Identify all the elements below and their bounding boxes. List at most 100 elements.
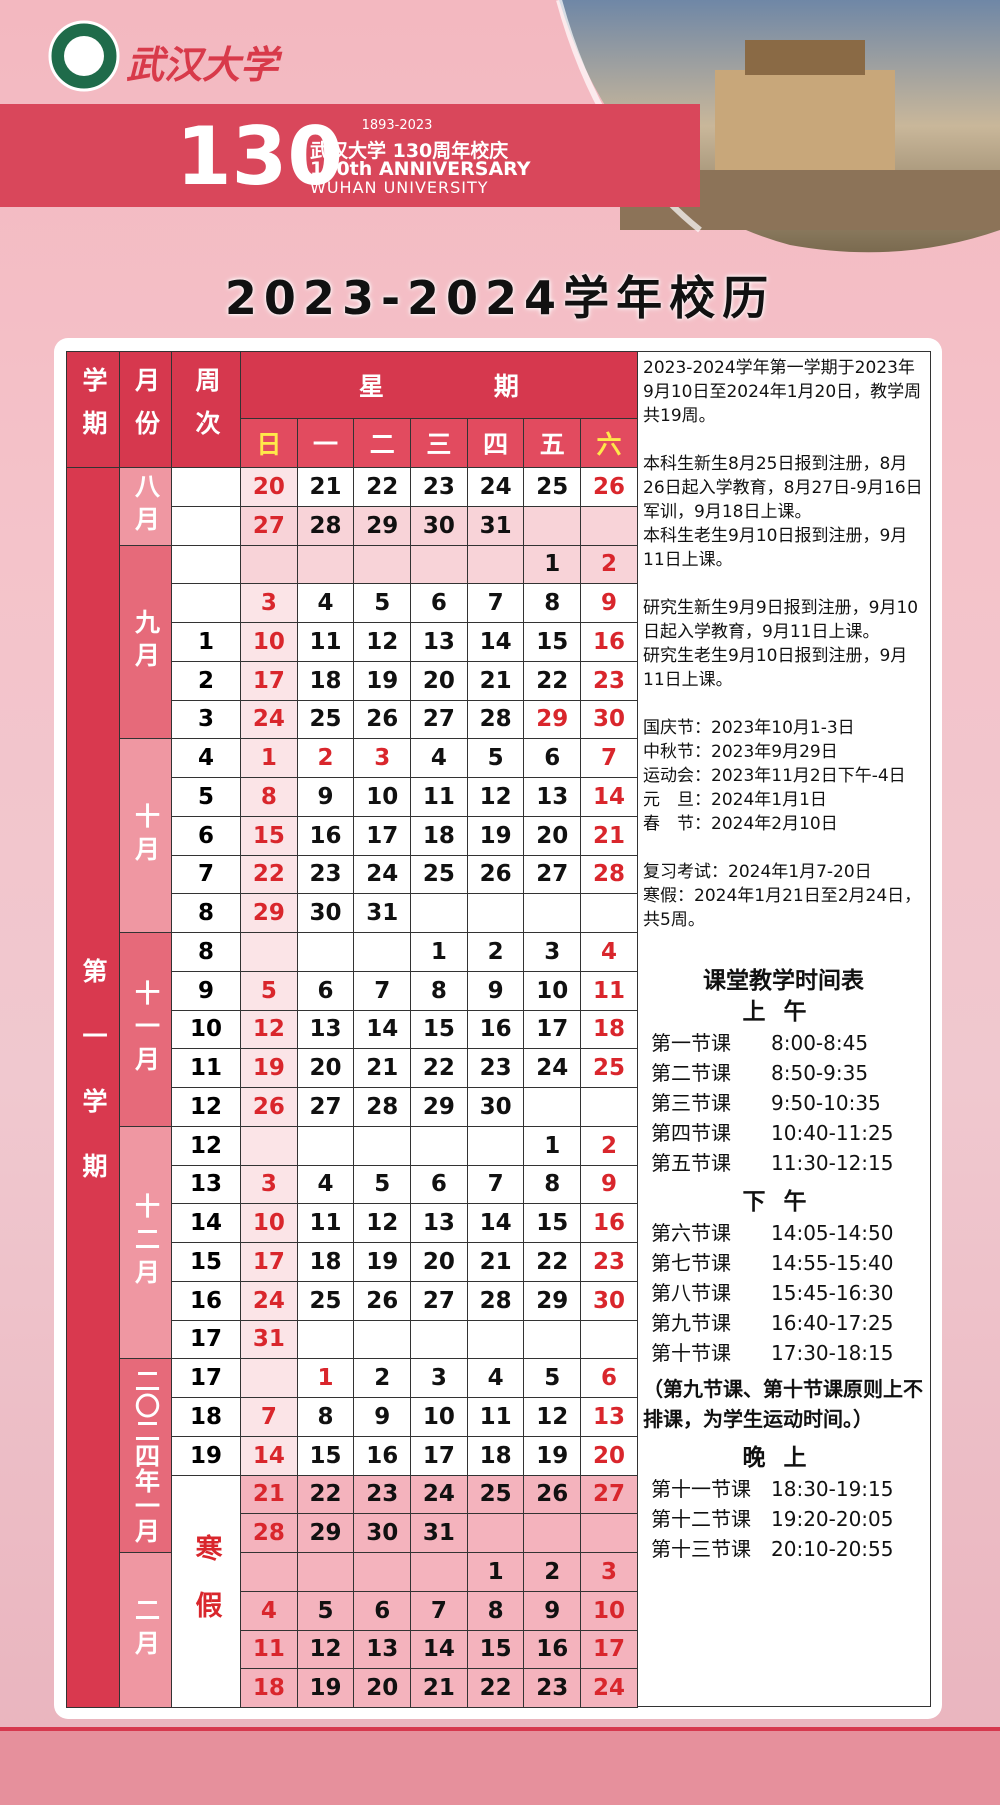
week-row: 1 10 11 12 13 14 15 16 [67,622,638,662]
day: 24 [580,1668,638,1708]
weekday-row: 日一二三四五六 [67,418,638,468]
period: 第十三节课 20:10-20:55 [643,1534,924,1564]
day: 8 [523,1164,582,1205]
week-row: 19 14 15 16 17 18 19 20 [67,1435,638,1476]
day: 5 [353,1164,412,1205]
day: 30 [410,505,468,546]
week-number: 1 [171,622,241,662]
day: 24 [240,1280,298,1321]
period-name: 第三节课 [651,1091,731,1115]
weekday: 二 [353,418,412,468]
day: 7 [353,970,412,1011]
day: 24 [353,854,412,895]
section-label: 下午 [742,1189,825,1215]
day: 24 [523,1048,582,1088]
day [353,1552,412,1592]
period-name: 第九节课 [651,1311,731,1335]
day: 3 [523,932,582,972]
day: 13 [410,622,468,662]
weekday: 三 [410,418,468,468]
day: 30 [466,1087,525,1127]
period: 第四节课 10:40-11:25 [643,1118,924,1148]
period-name: 第二节课 [651,1061,731,1085]
weekday: 日 [240,418,298,468]
period: 第八节课 15:45-16:30 [643,1278,924,1308]
week-number: 10 [171,1009,241,1050]
weekday: 四 [466,418,525,468]
day: 4 [296,1164,355,1205]
header-label: 学期 [79,366,108,453]
title: 2023-2024学年校历 [224,271,776,325]
day: 23 [353,1474,412,1515]
day: 19 [353,660,412,701]
day: 21 [466,660,525,701]
day: 9 [353,1397,412,1437]
week-row: 九月 1 2 [67,544,638,740]
day: 17 [580,1629,638,1670]
note-line: 本科生老生9月10日报到注册，9月11日上课。 [643,526,908,570]
day: 26 [353,1280,412,1321]
note-group: 2023-2024学年第一学期于2023年9月10日至2024年1月20日，教学… [643,356,924,428]
day: 25 [296,1280,355,1321]
period: 第十二节课 19:20-20:05 [643,1504,924,1534]
footer-band [0,1727,1000,1805]
day: 25 [523,467,582,507]
note-line: 寒假：2024年1月21日至2月24日，共5周。 [643,886,922,930]
day: 29 [296,1513,355,1553]
header-band [0,104,700,207]
day: 1 [523,544,582,585]
day [580,893,638,933]
day [410,1552,468,1592]
day: 17 [240,660,298,701]
day: 6 [296,970,355,1011]
month-cell: 十月 [119,738,172,933]
day: 17 [353,815,412,856]
day: 25 [410,854,468,895]
week-row: 14 10 11 12 13 14 15 16 [67,1203,638,1243]
period-name: 第四节课 [651,1121,731,1145]
day: 14 [466,1203,525,1243]
header-cell: 月份 [119,351,172,468]
day [523,1319,582,1360]
day: 23 [580,1242,638,1282]
day: 21 [410,1668,468,1708]
vacation-label: 寒假 [190,1534,222,1649]
week-row: 7 22 23 24 25 26 27 28 [67,854,638,895]
day: 17 [523,1009,582,1050]
day: 27 [580,1474,638,1515]
day: 23 [580,660,638,701]
day: 11 [580,970,638,1011]
day: 15 [523,622,582,662]
day: 1 [296,1358,355,1398]
period-time: 20:10-20:55 [771,1537,894,1561]
period: 第六节课 14:05-14:50 [643,1218,924,1248]
section-label: 上午 [742,999,825,1025]
day: 14 [410,1629,468,1670]
week-number: 15 [171,1242,241,1282]
month-label: 八月 [131,473,161,540]
day: 25 [296,699,355,740]
notes-panel: 2023-2024学年第一学期于2023年9月10日至2024年1月20日，教学… [637,351,931,1707]
university: WUHAN UNIVERSITY [310,178,489,197]
term-label: 第一学期 [79,957,108,1218]
day: 19 [353,1242,412,1282]
period: 第七节课 14:55-15:40 [643,1248,924,1278]
period-time: 8:00-8:45 [771,1031,869,1055]
day: 20 [240,467,298,507]
day: 6 [353,1590,412,1631]
day: 20 [523,815,582,856]
day: 27 [410,699,468,740]
day: 11 [410,777,468,817]
day: 16 [523,1629,582,1670]
week-row: 4 5 6 7 8 9 10 [67,1590,638,1631]
day: 19 [466,815,525,856]
week-row: 二〇二四年一月 17 1 2 3 4 5 6 [67,1358,638,1553]
day: 23 [296,854,355,895]
day: 26 [240,1087,298,1127]
day: 1 [410,932,468,972]
month-label: 十月 [131,802,161,869]
week-number: 3 [171,699,241,740]
week-row: 寒假 21 22 23 24 25 26 27 [67,1474,638,1708]
weekday: 五 [523,418,582,468]
day: 28 [296,505,355,546]
